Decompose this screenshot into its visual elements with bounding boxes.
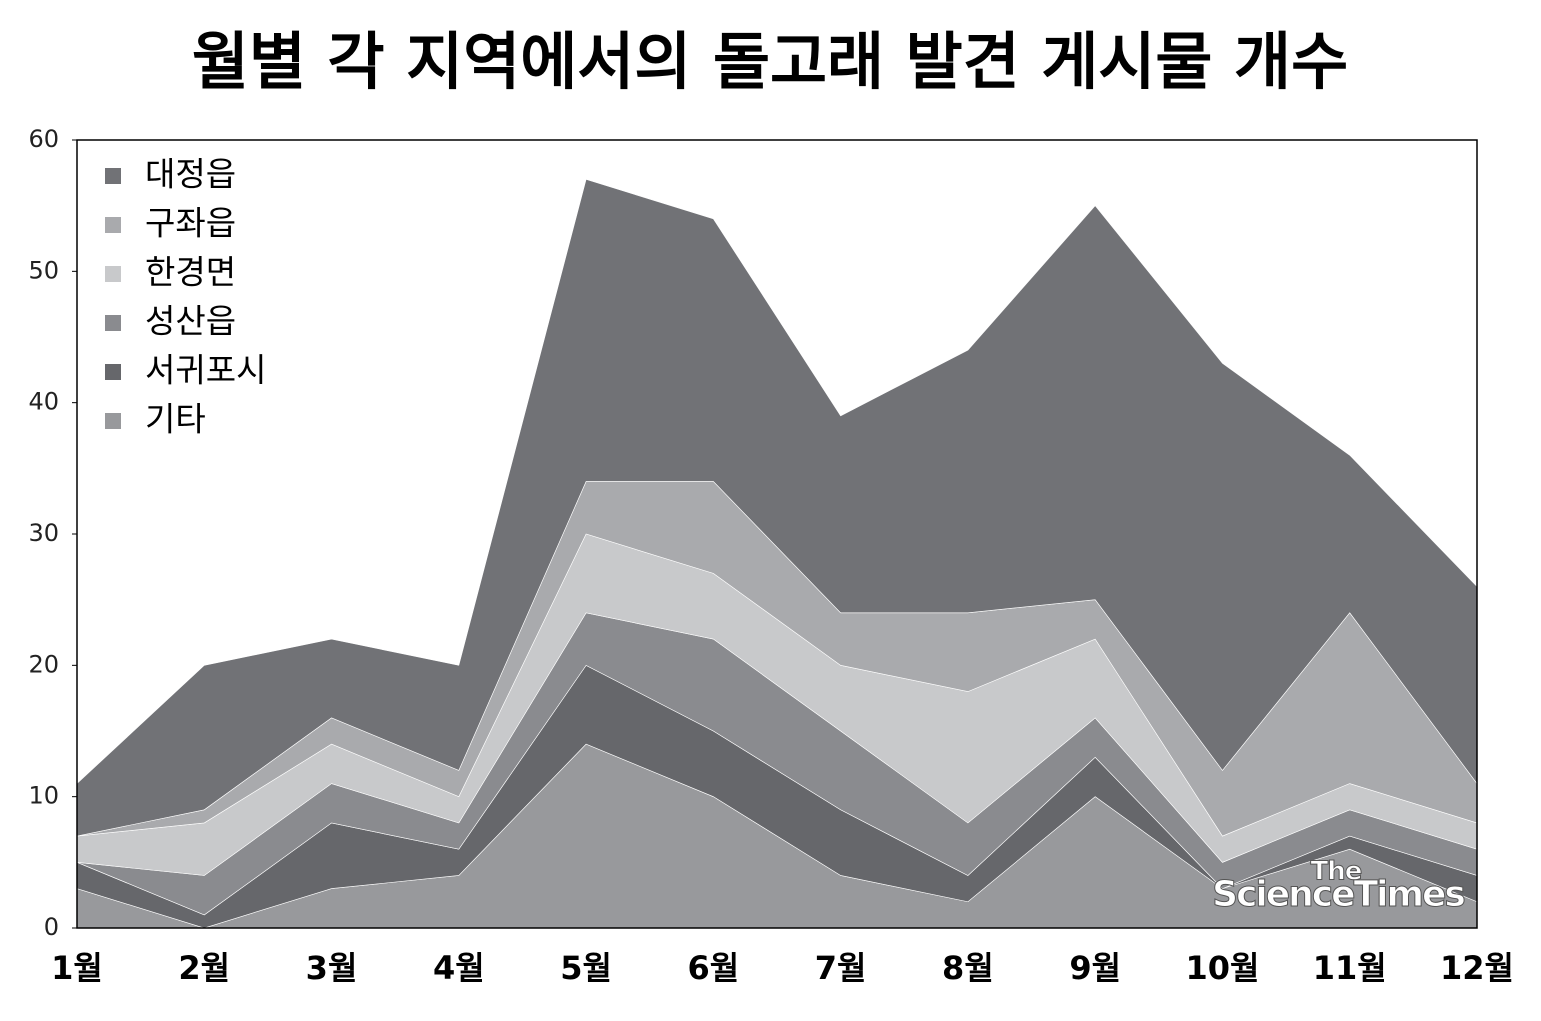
legend-swatch [105,217,121,233]
x-tick-label: 12월 [1440,949,1514,987]
legend-swatch [105,315,121,331]
y-tick-label: 40 [28,388,59,416]
legend-label: 성산읍 [145,302,236,341]
x-tick-label: 8월 [942,949,994,987]
legend-label: 서귀포시 [145,351,266,390]
legend-label: 한경면 [145,253,236,292]
legend-label: 기타 [145,400,206,439]
x-tick-label: 3월 [306,949,358,987]
y-tick-label: 60 [28,125,59,153]
x-tick-label: 5월 [560,949,612,987]
x-tick-label: 11월 [1313,949,1387,987]
x-tick-label: 4월 [433,949,485,987]
watermark: The [1311,857,1362,887]
x-tick-label: 2월 [178,949,230,987]
y-tick-label: 0 [44,913,59,941]
x-tick-label: 6월 [688,949,740,987]
y-tick-label: 10 [28,782,59,810]
x-tick-label: 9월 [1069,949,1121,987]
x-tick-label: 7월 [815,949,867,987]
legend-label: 대정읍 [145,155,236,194]
y-tick-label: 30 [28,519,59,547]
x-tick-label: 10월 [1185,949,1259,987]
legend-swatch [105,168,121,184]
legend-swatch [105,413,121,429]
y-tick-label: 20 [28,650,59,678]
y-tick-label: 50 [28,256,59,284]
chart-title: 월별 각 지역에서의 돌고래 발견 게시물 개수 [192,25,1348,98]
x-tick-label: 1월 [51,949,103,987]
legend-swatch [105,364,121,380]
legend-swatch [105,266,121,282]
watermark: ScienceTimes [1212,874,1464,915]
legend-label: 구좌읍 [145,204,236,243]
